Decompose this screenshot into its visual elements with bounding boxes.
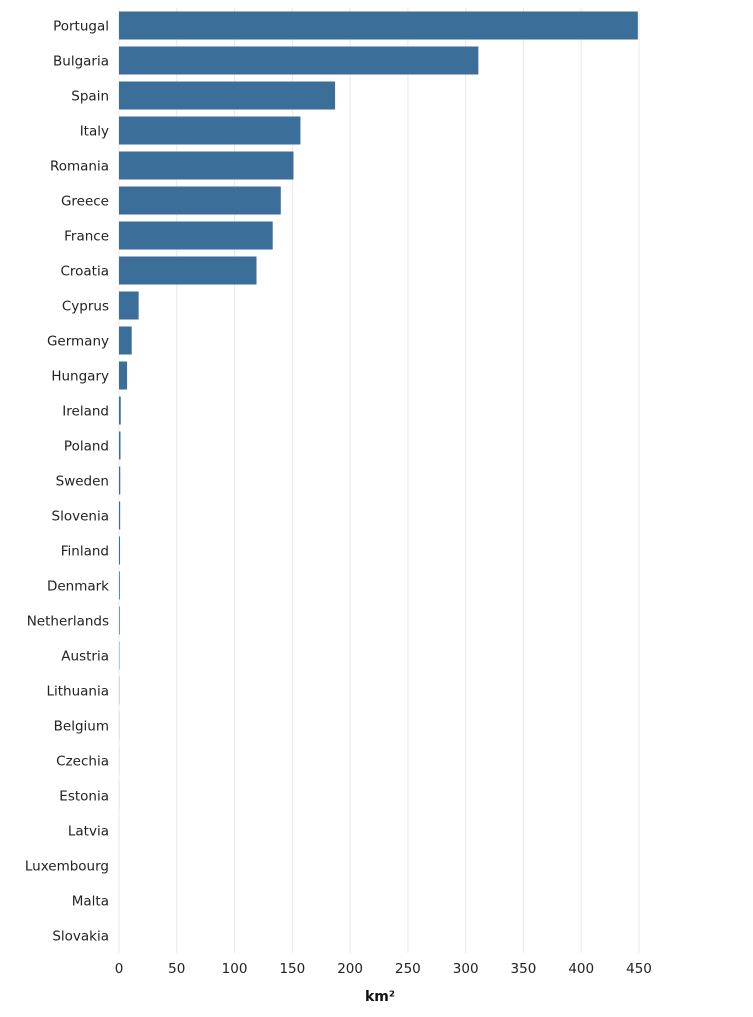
category-label-hungary: Hungary: [51, 369, 109, 385]
x-tick-label: 150: [279, 961, 305, 977]
x-tick-label: 400: [568, 961, 594, 977]
bar-netherlands[interactable]: [119, 607, 120, 635]
bar-bulgaria[interactable]: [119, 47, 478, 75]
bar-slovenia[interactable]: [119, 502, 120, 530]
category-label-italy: Italy: [80, 124, 109, 140]
bars: [119, 12, 638, 950]
category-label-france: France: [64, 229, 109, 245]
category-label-belgium: Belgium: [54, 719, 109, 735]
gridlines: [119, 8, 639, 953]
x-tick-label: 0: [115, 961, 124, 977]
bar-finland[interactable]: [119, 537, 120, 565]
category-label-romania: Romania: [50, 159, 109, 175]
bar-france[interactable]: [119, 222, 273, 250]
bar-greece[interactable]: [119, 187, 281, 215]
bar-spain[interactable]: [119, 82, 335, 110]
bar-portugal[interactable]: [119, 12, 638, 40]
bar-germany[interactable]: [119, 327, 132, 355]
category-label-cyprus: Cyprus: [62, 299, 109, 315]
category-label-spain: Spain: [71, 89, 109, 105]
category-label-ireland: Ireland: [62, 404, 109, 420]
x-tick-label: 250: [395, 961, 421, 977]
bar-cyprus[interactable]: [119, 292, 139, 320]
category-label-poland: Poland: [64, 439, 109, 455]
bar-croatia[interactable]: [119, 257, 257, 285]
category-label-portugal: Portugal: [53, 19, 109, 35]
category-label-czechia: Czechia: [56, 754, 109, 770]
category-label-germany: Germany: [47, 334, 109, 350]
bar-denmark[interactable]: [119, 572, 120, 600]
category-labels: Portugal Bulgaria Spain Italy Romania Greece F…: [25, 19, 109, 945]
x-axis-tick-labels: 0 50 100 150 200 250 300 350 400 450: [115, 961, 652, 977]
category-label-lithuania: Lithuania: [46, 684, 109, 700]
bar-poland[interactable]: [119, 432, 121, 460]
x-tick-label: 200: [337, 961, 363, 977]
category-label-estonia: Estonia: [59, 789, 109, 805]
bar-sweden[interactable]: [119, 467, 120, 495]
category-label-greece: Greece: [61, 194, 109, 210]
category-label-sweden: Sweden: [56, 474, 109, 490]
x-tick-label: 300: [453, 961, 479, 977]
category-label-denmark: Denmark: [47, 579, 109, 595]
bar-italy[interactable]: [119, 117, 300, 145]
bar-romania[interactable]: [119, 152, 293, 180]
category-label-slovakia: Slovakia: [52, 929, 109, 945]
category-label-austria: Austria: [61, 649, 109, 665]
category-label-latvia: Latvia: [68, 824, 109, 840]
category-label-slovenia: Slovenia: [52, 509, 109, 525]
category-label-finland: Finland: [61, 544, 109, 560]
x-tick-label: 450: [626, 961, 652, 977]
x-tick-label: 50: [168, 961, 185, 977]
category-label-luxembourg: Luxembourg: [25, 859, 109, 875]
x-tick-label: 100: [222, 961, 248, 977]
bar-hungary[interactable]: [119, 362, 127, 390]
category-label-netherlands: Netherlands: [27, 614, 109, 630]
x-axis-title: km²: [365, 989, 395, 1005]
bar-ireland[interactable]: [119, 397, 121, 425]
x-tick-label: 350: [511, 961, 537, 977]
category-label-bulgaria: Bulgaria: [53, 54, 109, 70]
category-label-malta: Malta: [72, 894, 109, 910]
category-label-croatia: Croatia: [60, 264, 109, 280]
